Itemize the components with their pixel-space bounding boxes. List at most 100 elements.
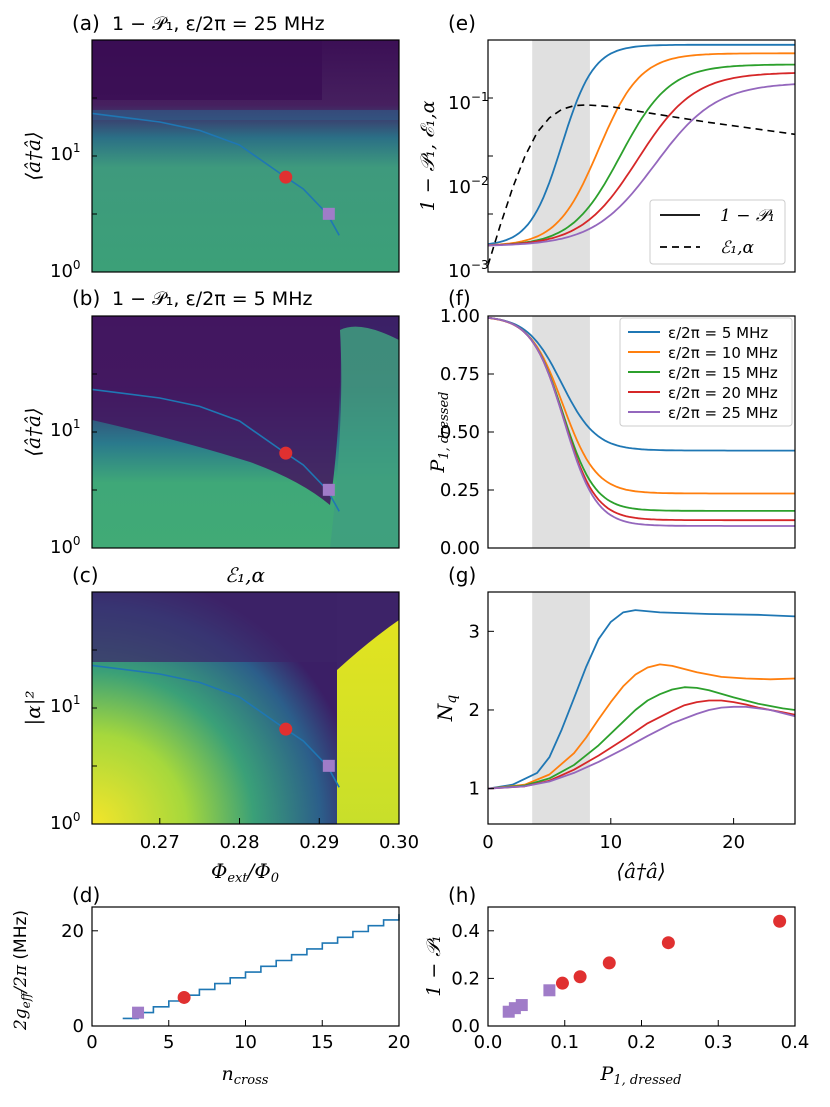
xtick-label-d: 10	[234, 1032, 257, 1053]
ytick-c-1: 101	[50, 693, 81, 717]
xtick-label-d: 0	[86, 1032, 97, 1053]
panel-d: (d) 0 5 10 15 20 0 20 2geff/2π (MHz) ncross	[11, 883, 410, 1088]
series-line-g	[487, 663, 796, 790]
marker-circle-b	[279, 446, 293, 460]
panel-b-label: (b)	[72, 286, 100, 310]
yticks-h: 0.0 0.2 0.4	[451, 921, 494, 1037]
ylabel-d: 2geff/2π (MHz)	[11, 910, 33, 1031]
ytick-label-f: 0.00	[440, 538, 480, 559]
xlabel-d: ncross	[222, 1063, 269, 1088]
series-line-e	[487, 72, 796, 247]
xtick-label-g: 20	[722, 832, 745, 853]
xtick-label-c: 0.29	[299, 832, 339, 853]
series-line-g	[487, 686, 796, 790]
heatmap-c-top	[92, 592, 337, 662]
ytick-e-m2: 10−2	[448, 174, 489, 198]
shaded-region-e	[532, 40, 590, 272]
xtick-label-h: 0.3	[704, 1032, 733, 1053]
panel-g: (g) 0 10 20 1 2 3 Nq ⟨â†â⟩	[433, 563, 796, 883]
panel-g-label: (g)	[448, 563, 476, 587]
series-line-e	[487, 52, 795, 247]
ytick-e-m1: 10−1	[448, 90, 489, 114]
legend-f: ε/2π = 5 MHz ε/2π = 10 MHz ε/2π = 15 MHz ε/…	[619, 317, 793, 427]
marker-square-h	[543, 984, 556, 997]
panel-a-title: 1 − 𝒫₁, ε/2π = 25 MHz	[112, 13, 325, 35]
xtick-label-g: 10	[599, 832, 622, 853]
heatmap-c-right-top	[337, 592, 399, 670]
markers-d	[132, 990, 191, 1019]
marker-square-a	[322, 207, 335, 220]
panel-a-label: (a)	[72, 11, 100, 35]
ytick-label-f: 0.25	[440, 480, 480, 501]
shaded-region-g	[532, 592, 590, 824]
marker-circle-a	[279, 170, 293, 184]
ytick-b-1: 101	[50, 417, 81, 441]
ytick-label-g: 2	[469, 700, 480, 721]
marker-square-d	[132, 1006, 145, 1019]
xtick-label-h: 0.1	[550, 1032, 579, 1053]
xlabel-h: P1, dressed	[600, 1063, 682, 1088]
ylabel-g: Nq	[433, 695, 460, 723]
ytick-b-0: 100	[50, 534, 81, 558]
ytick-e-m3: 10−3	[448, 258, 489, 282]
ytick-label-h: 0.2	[451, 968, 480, 989]
lines-e	[487, 43, 796, 247]
heatmap-b-dark-region	[92, 316, 341, 505]
xtick-label-c: 0.27	[140, 832, 180, 853]
legend-e-solid: 1 − 𝒫₁	[720, 206, 775, 226]
axes-h	[487, 906, 796, 1027]
series-line-g	[487, 705, 796, 790]
markers-h	[502, 914, 787, 1018]
ytick-a-0: 100	[50, 258, 81, 282]
yticks-f: 0.00 0.25 0.50 0.75 1.00	[440, 306, 494, 559]
ylabel-c: |α|²	[21, 691, 46, 726]
marker-circle-h	[555, 976, 569, 990]
xtick-label-h: 0.0	[474, 1032, 503, 1053]
legend-e: 1 − 𝒫₁ ℰ₁,α	[649, 199, 786, 265]
heatmap-a-dark-top	[92, 40, 322, 100]
dashed-line-e	[487, 104, 796, 266]
lines-g	[487, 609, 796, 790]
marker-circle-h	[602, 956, 616, 970]
xticks-d: 0 5 10 15 20	[86, 1020, 410, 1053]
heatmap-a-band	[92, 110, 399, 120]
series-line-e	[487, 83, 796, 247]
ylabel-b: ⟨â†â⟩	[21, 407, 45, 456]
panel-d-label: (d)	[72, 883, 100, 907]
panel-h-label: (h)	[448, 883, 476, 907]
panel-a: (a) 1 − 𝒫₁, ε/2π = 25 MHz ⟨â†â⟩ 101 100	[21, 11, 400, 282]
ytick-label-g: 1	[469, 779, 480, 800]
panel-b-title: 1 − 𝒫₁, ε/2π = 5 MHz	[112, 288, 312, 310]
panel-f-label: (f)	[448, 286, 471, 310]
marker-circle-d	[177, 990, 191, 1004]
xtick-label-g: 0	[482, 832, 493, 853]
panel-f: (f) 0.00 0.25 0.50 0.75 1.00 P1, dressed ε/2…	[427, 286, 796, 559]
legend-f-label: ε/2π = 20 MHz	[668, 384, 778, 402]
xticks-h: 0.0 0.1 0.2 0.3 0.4	[474, 1020, 809, 1053]
lines-f	[487, 316, 795, 527]
legend-f-label: ε/2π = 25 MHz	[668, 404, 778, 422]
marker-circle-h	[573, 970, 587, 984]
legend-e-dashed: ℰ₁,α	[720, 238, 755, 258]
legend-f-label: ε/2π = 5 MHz	[668, 324, 768, 342]
ytick-label-g: 3	[469, 621, 480, 642]
panel-b: (b) 1 − 𝒫₁, ε/2π = 5 MHz ⟨â†â⟩ 101 100	[21, 286, 400, 558]
ytick-label-h: 0.0	[451, 1016, 480, 1037]
marker-circle-c	[279, 722, 293, 736]
xtick-label-d: 5	[163, 1032, 174, 1053]
shaded-region-f	[532, 316, 590, 548]
markers-c	[279, 722, 335, 772]
ylabel-f: P1, dressed	[427, 392, 452, 474]
ytick-label-d: 20	[61, 921, 84, 942]
heatmap-b-right-region	[330, 326, 399, 548]
markers-b	[279, 446, 335, 496]
series-line-e	[487, 63, 795, 247]
xtick-label-c: 0.30	[379, 832, 419, 853]
xtick-label-d: 20	[388, 1032, 411, 1053]
xticks-c: 0.27 0.28 0.29 0.30	[140, 818, 419, 853]
xlabel-c: Φext/Φ0	[211, 859, 279, 886]
series-line-e	[487, 43, 795, 246]
marker-square-h	[515, 999, 528, 1012]
marker-circle-h	[773, 914, 787, 928]
